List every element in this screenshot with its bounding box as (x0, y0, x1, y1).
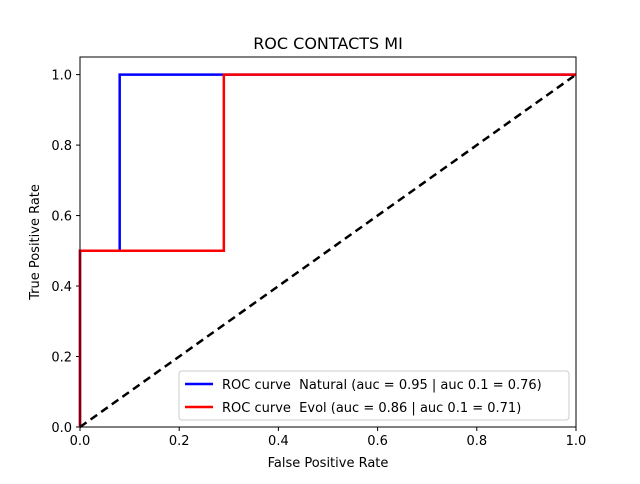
plot-frame (79, 56, 577, 428)
y-axis-ticks: 0.0 0.2 0.4 0.6 0.8 1.0 (51, 69, 80, 436)
y-tick-label: 0.8 (51, 139, 72, 154)
chart-title: ROC CONTACTS MI (253, 34, 403, 53)
legend: ROC curve Natural (auc = 0.95 | auc 0.1 … (178, 370, 570, 421)
x-tick-label: 0.8 (466, 434, 487, 449)
x-tick-label: 0.6 (367, 434, 388, 449)
y-tick-label: 0.4 (51, 280, 72, 295)
legend-label-evol: ROC curve Evol (auc = 0.86 | auc 0.1 = 0… (222, 401, 521, 416)
chance-diagonal-line (79, 73, 577, 429)
legend-box (178, 370, 570, 421)
x-axis-label: False Positive Rate (268, 456, 389, 471)
x-tick-label: 0.0 (70, 434, 91, 449)
y-tick-label: 0.0 (51, 421, 72, 436)
x-tick-label: 1.0 (566, 434, 587, 449)
x-axis-ticks: 0.0 0.2 0.4 0.6 0.8 1.0 (70, 427, 587, 449)
legend-label-natural: ROC curve Natural (auc = 0.95 | auc 0.1 … (222, 378, 542, 393)
x-tick-label: 0.4 (268, 434, 289, 449)
y-tick-label: 0.2 (51, 351, 72, 366)
y-tick-label: 1.0 (51, 69, 72, 84)
y-tick-label: 0.6 (51, 210, 72, 225)
x-tick-label: 0.2 (169, 434, 190, 449)
y-axis-label: True Positive Rate (28, 184, 43, 301)
